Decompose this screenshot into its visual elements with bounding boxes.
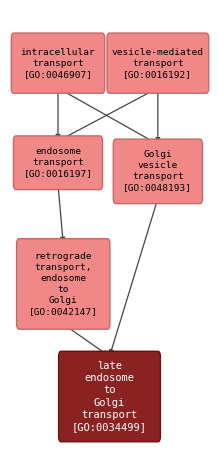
Text: intracellular
transport
[GO:0046907]: intracellular transport [GO:0046907] [21,47,95,79]
Text: Golgi
vesicle
transport
[GO:0048193]: Golgi vesicle transport [GO:0048193] [123,150,192,193]
FancyBboxPatch shape [107,33,209,93]
FancyBboxPatch shape [11,33,105,93]
Text: late
endosome
to
Golgi
transport
[GO:0034499]: late endosome to Golgi transport [GO:003… [72,360,147,433]
FancyBboxPatch shape [59,351,160,442]
FancyBboxPatch shape [17,239,110,329]
Text: vesicle-mediated
transport
[GO:0016192]: vesicle-mediated transport [GO:0016192] [112,47,204,79]
Text: retrograde
transport,
endosome
to
Golgi
[GO:0042147]: retrograde transport, endosome to Golgi … [29,252,98,316]
FancyBboxPatch shape [13,136,102,189]
Text: endosome
transport
[GO:0016197]: endosome transport [GO:0016197] [23,147,92,178]
FancyBboxPatch shape [113,139,202,204]
